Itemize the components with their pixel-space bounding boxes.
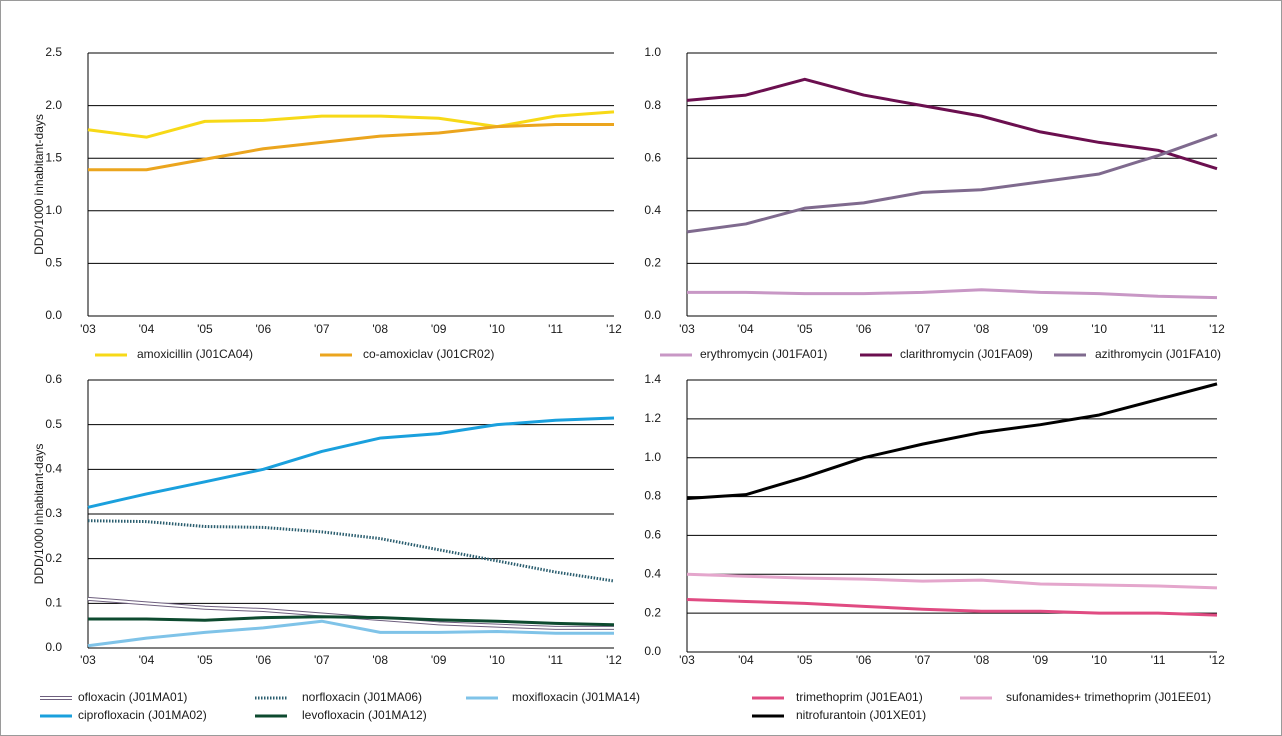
x-tick-label: '05 bbox=[197, 653, 213, 667]
y-tick-label: 0.2 bbox=[644, 256, 661, 270]
x-tick-label: '12 bbox=[606, 653, 622, 667]
x-tick-label: '08 bbox=[974, 322, 990, 336]
series-line bbox=[88, 615, 615, 627]
y-tick-label: 0.5 bbox=[45, 417, 62, 431]
series-line bbox=[87, 110, 615, 139]
y-tick-label: 0.4 bbox=[45, 462, 62, 476]
x-tick-label: '07 bbox=[314, 322, 330, 336]
y-tick-label: 0.8 bbox=[644, 98, 661, 112]
series-line bbox=[686, 382, 1218, 501]
y-tick-label: 2.0 bbox=[45, 98, 62, 112]
series-line bbox=[87, 619, 614, 648]
x-tick-label: '11 bbox=[1151, 653, 1166, 667]
legend-label: moxifloxacin (J01MA14) bbox=[512, 690, 640, 704]
x-tick-label: '07 bbox=[915, 653, 931, 667]
legend-label: nitrofurantoin (J01XE01) bbox=[796, 708, 926, 722]
y-tick-label: 1.0 bbox=[644, 450, 661, 464]
x-tick-label: '07 bbox=[314, 653, 330, 667]
y-tick-label: 1.0 bbox=[644, 45, 661, 59]
series-line bbox=[686, 598, 1218, 617]
legend-label: ciprofloxacin (J01MA02) bbox=[78, 708, 207, 722]
x-tick-label: '09 bbox=[1033, 653, 1049, 667]
x-tick-label: '06 bbox=[856, 322, 872, 336]
x-tick-label: '03 bbox=[80, 322, 96, 336]
y-tick-label: 0.2 bbox=[45, 551, 62, 565]
x-tick-label: '09 bbox=[431, 653, 447, 667]
y-tick-label: 0.0 bbox=[644, 644, 661, 658]
x-tick-label: '09 bbox=[431, 322, 447, 336]
y-tick-label: 0.2 bbox=[644, 605, 661, 619]
x-tick-label: '05 bbox=[797, 653, 813, 667]
x-tick-label: '12 bbox=[1209, 653, 1225, 667]
legend-label: levofloxacin (J01MA12) bbox=[302, 708, 427, 722]
y-tick-label: 1.0 bbox=[45, 203, 62, 217]
y-tick-label: 1.5 bbox=[45, 150, 62, 164]
x-tick-label: '08 bbox=[372, 653, 388, 667]
y-tick-label: 0.0 bbox=[644, 308, 661, 322]
x-tick-label: '12 bbox=[606, 322, 622, 336]
y-tick-label: 0.4 bbox=[644, 203, 661, 217]
x-tick-label: '11 bbox=[548, 322, 563, 336]
x-tick-label: '11 bbox=[548, 653, 563, 667]
y-tick-label: 0.1 bbox=[45, 596, 62, 610]
legend-label: clarithromycin (J01FA09) bbox=[900, 347, 1033, 361]
series-line bbox=[687, 288, 1218, 300]
x-tick-label: '08 bbox=[372, 322, 388, 336]
x-tick-label: '04 bbox=[139, 653, 155, 667]
series-line bbox=[87, 519, 615, 583]
x-tick-label: '03 bbox=[679, 322, 695, 336]
legend-label: trimethoprim (J01EA01) bbox=[796, 690, 923, 704]
y-tick-label: 0.8 bbox=[644, 489, 661, 503]
y-tick-label: 0.6 bbox=[644, 150, 661, 164]
y-tick-label: 0.6 bbox=[45, 372, 62, 386]
legend-label: co-amoxiclav (J01CR02) bbox=[363, 347, 494, 361]
y-axis-label: DDD/1000 inhabitant-days bbox=[32, 114, 46, 255]
y-axis-label: DDD/1000 inhabitant-days bbox=[32, 444, 46, 585]
y-tick-label: 2.5 bbox=[45, 45, 62, 59]
y-tick-label: 1.2 bbox=[644, 411, 661, 425]
legend-label: erythromycin (J01FA01) bbox=[700, 347, 827, 361]
x-tick-label: '06 bbox=[856, 653, 872, 667]
y-tick-label: 0.0 bbox=[45, 308, 62, 322]
x-tick-label: '10 bbox=[489, 653, 505, 667]
series-line bbox=[88, 123, 614, 172]
legend-label: azithromycin (J01FA10) bbox=[1095, 347, 1221, 361]
x-tick-label: '03 bbox=[679, 653, 695, 667]
series-line bbox=[686, 572, 1218, 590]
x-tick-label: '03 bbox=[80, 653, 96, 667]
legend-label: sufonamides+ trimethoprim (J01EE01) bbox=[1006, 690, 1211, 704]
x-tick-label: '07 bbox=[915, 322, 931, 336]
x-tick-label: '12 bbox=[1209, 322, 1225, 336]
x-tick-label: '05 bbox=[197, 322, 213, 336]
legend-label: amoxicillin (J01CA04) bbox=[137, 347, 253, 361]
x-tick-label: '09 bbox=[1033, 322, 1049, 336]
series-line bbox=[686, 133, 1218, 234]
legend-label: norfloxacin (J01MA06) bbox=[302, 690, 422, 704]
x-tick-label: '10 bbox=[489, 322, 505, 336]
y-tick-label: 0.4 bbox=[644, 566, 661, 580]
y-tick-label: 0.5 bbox=[45, 256, 62, 270]
x-tick-label: '06 bbox=[256, 322, 272, 336]
x-tick-label: '11 bbox=[1151, 322, 1166, 336]
x-tick-label: '10 bbox=[1091, 653, 1107, 667]
y-tick-label: 0.6 bbox=[644, 528, 661, 542]
y-tick-label: 0.3 bbox=[45, 506, 62, 520]
series-line bbox=[686, 77, 1218, 171]
x-tick-label: '06 bbox=[256, 653, 272, 667]
legend-label: ofloxacin (J01MA01) bbox=[78, 690, 187, 704]
x-tick-label: '04 bbox=[139, 322, 155, 336]
x-tick-label: '08 bbox=[974, 653, 990, 667]
y-tick-label: 1.4 bbox=[644, 372, 661, 386]
x-tick-label: '04 bbox=[738, 653, 754, 667]
series-line bbox=[87, 416, 615, 509]
x-tick-label: '10 bbox=[1091, 322, 1107, 336]
x-tick-label: '04 bbox=[738, 322, 754, 336]
x-tick-label: '05 bbox=[797, 322, 813, 336]
y-tick-label: 0.0 bbox=[45, 640, 62, 654]
